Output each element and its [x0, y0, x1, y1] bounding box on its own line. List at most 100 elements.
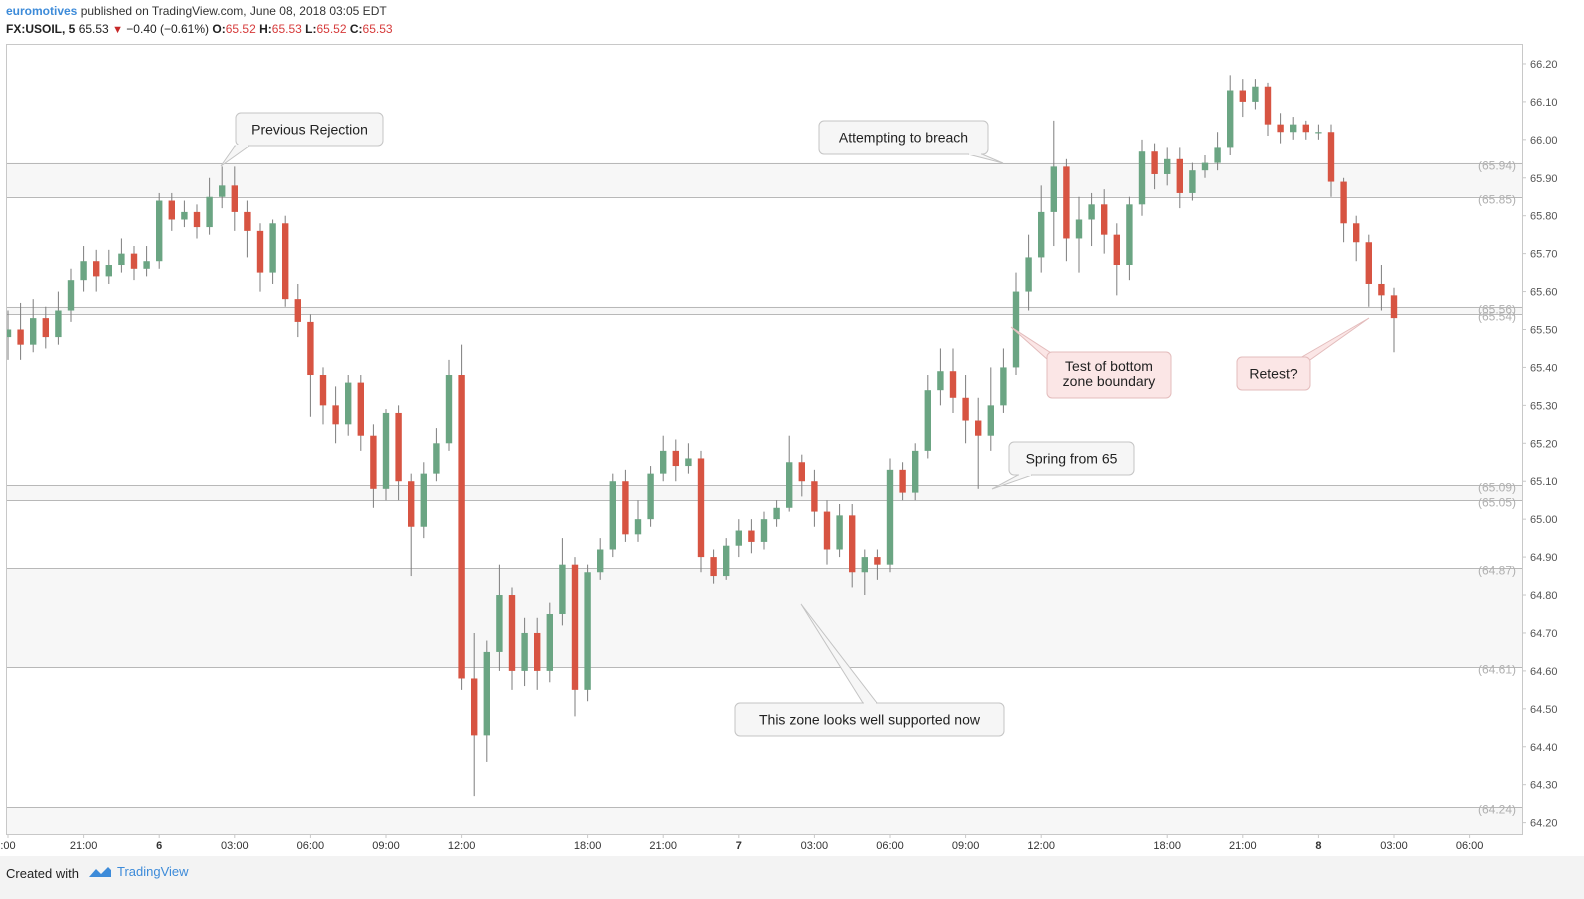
- candle-body: [1189, 170, 1196, 193]
- support-resistance-zone: [7, 807, 1522, 834]
- candle: [1214, 132, 1221, 171]
- candle-body: [1164, 158, 1171, 174]
- candle: [899, 462, 906, 501]
- candle-body: [458, 375, 465, 679]
- callout-box: [1046, 351, 1172, 399]
- candle-body: [244, 211, 251, 231]
- candle: [269, 219, 276, 284]
- candle-body: [634, 519, 642, 535]
- candle-body: [899, 469, 906, 493]
- candle-body: [1315, 132, 1322, 134]
- candle: [357, 375, 364, 451]
- candle: [1113, 223, 1120, 296]
- candle-body: [597, 549, 604, 573]
- close-value: 65.53: [362, 22, 393, 36]
- level-label: (65.09): [1478, 481, 1516, 495]
- x-tick-label: 18:00: [1153, 840, 1181, 852]
- candle: [433, 428, 440, 482]
- candle: [597, 538, 604, 580]
- candle-body: [395, 412, 402, 482]
- candle: [156, 192, 163, 269]
- annotation-callout[interactable]: Spring from 65: [991, 441, 1135, 490]
- x-tick-label: :00: [0, 840, 15, 852]
- published-text: published on TradingView.com, June 08, 2…: [80, 4, 387, 18]
- annotation-callout[interactable]: Test of bottom zone boundary: [1010, 326, 1172, 399]
- candle-body: [760, 519, 768, 542]
- candle-body: [1113, 234, 1120, 266]
- candle-body: [1000, 367, 1007, 406]
- callout-text: Previous Rejection: [251, 122, 368, 138]
- candle-body: [685, 458, 692, 467]
- candle: [55, 291, 62, 345]
- candle: [193, 204, 201, 239]
- last-price: 65.53: [78, 22, 109, 36]
- candle: [1264, 82, 1272, 137]
- candle-body: [723, 545, 730, 577]
- candle-body: [786, 462, 793, 508]
- candle: [1201, 155, 1209, 178]
- candle: [395, 405, 402, 501]
- candle-body: [357, 382, 364, 436]
- candle: [231, 166, 238, 231]
- candle-body: [1302, 124, 1309, 133]
- candle-body: [7, 329, 12, 338]
- y-tick-label: 65.30: [1530, 400, 1558, 412]
- candle: [1189, 162, 1196, 201]
- x-tick-label: 09:00: [372, 840, 400, 852]
- candle: [773, 500, 780, 527]
- candle: [559, 538, 566, 626]
- y-tick-label: 65.80: [1530, 211, 1558, 223]
- candle: [471, 632, 478, 797]
- candle-body: [710, 557, 717, 577]
- callout-box: [1008, 441, 1135, 476]
- level-label: (65.54): [1478, 310, 1516, 324]
- candle: [534, 617, 541, 690]
- open-value: 65.52: [225, 22, 256, 36]
- candle: [584, 564, 591, 702]
- annotation-callout[interactable]: This zone looks well supported now: [734, 603, 1005, 737]
- brand-label: TradingView: [117, 864, 189, 879]
- callout-text: Retest?: [1249, 366, 1297, 382]
- y-tick-label: 64.90: [1530, 552, 1558, 564]
- annotation-callout[interactable]: Previous Rejection: [220, 112, 384, 167]
- author-link[interactable]: euromotives: [6, 4, 78, 18]
- candle-body: [1353, 223, 1360, 243]
- annotation-callout[interactable]: Retest?: [1236, 317, 1370, 391]
- candle: [685, 443, 692, 474]
- candle: [181, 200, 188, 228]
- callout-text-line: zone boundary: [1063, 373, 1156, 389]
- candle: [458, 344, 465, 690]
- symbol-label[interactable]: FX:USOIL, 5: [6, 22, 76, 36]
- candle: [332, 386, 339, 444]
- x-tick-label: 21:00: [649, 840, 677, 852]
- publish-line: euromotives published on TradingView.com…: [6, 4, 387, 18]
- x-tick-label: 8: [1315, 840, 1321, 852]
- y-tick-label: 64.30: [1530, 780, 1558, 792]
- callout-text-line: Previous Rejection: [251, 122, 368, 138]
- y-tick-label: 64.20: [1530, 818, 1558, 830]
- candle: [571, 557, 579, 717]
- candle: [42, 306, 49, 349]
- candle-body: [622, 481, 629, 535]
- candle-body: [546, 613, 553, 671]
- candle-body: [231, 185, 238, 212]
- candle: [7, 310, 12, 360]
- candle: [206, 177, 213, 235]
- candle-body: [67, 280, 75, 311]
- candle: [886, 458, 894, 573]
- candle-body: [42, 318, 49, 338]
- level-label: (64.14): [1478, 841, 1516, 855]
- chart-header: euromotives published on TradingView.com…: [0, 0, 1584, 40]
- callout-text-line: This zone looks well supported now: [759, 712, 981, 728]
- annotation-callout[interactable]: Attempting to breach: [818, 120, 1004, 164]
- candle: [143, 246, 150, 277]
- x-tick-label: 03:00: [1380, 840, 1408, 852]
- tradingview-brand[interactable]: TradingView: [88, 864, 189, 879]
- candle: [823, 500, 831, 565]
- candle-body: [370, 435, 377, 489]
- candle-body: [1327, 132, 1335, 182]
- level-label: (65.56): [1478, 303, 1516, 317]
- y-tick-label: 64.40: [1530, 742, 1558, 754]
- candle: [609, 473, 616, 558]
